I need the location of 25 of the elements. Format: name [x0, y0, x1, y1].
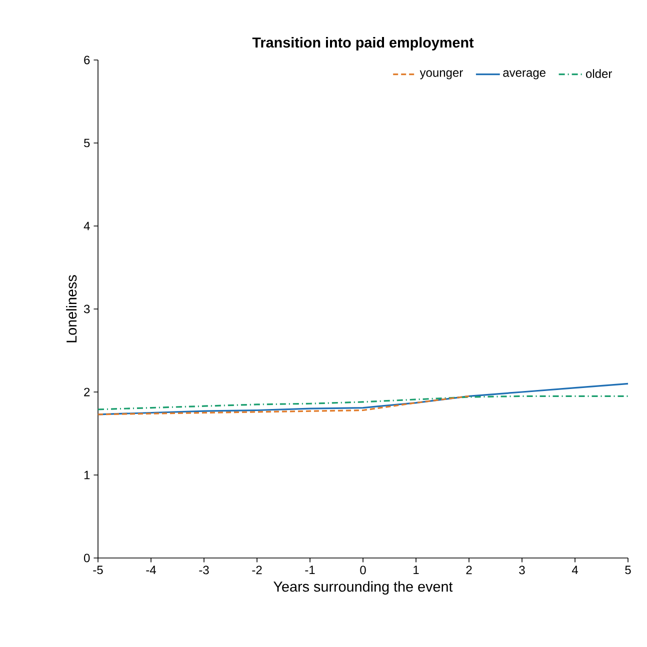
legend-label: younger — [420, 70, 463, 80]
x-tick-label: -5 — [93, 566, 103, 574]
x-tick-label: -4 — [146, 566, 156, 574]
y-tick-label: 0 — [84, 554, 90, 562]
y-tick-label: 4 — [84, 222, 90, 230]
legend-label: average — [503, 70, 546, 80]
line-series — [97, 395, 470, 416]
x-tick-label: -1 — [305, 566, 315, 574]
y-axis-title: Loneliness — [66, 275, 77, 342]
x-tick-label: 5 — [625, 566, 631, 574]
y-tick-label: 1 — [84, 470, 90, 480]
x-tick-label: 0 — [360, 566, 366, 574]
y-tick-label: 2 — [84, 388, 90, 396]
x-axis-title: Years surrounding the event — [274, 581, 453, 595]
y-tick-label: 5 — [84, 138, 90, 148]
chart-title: Transition into paid employment — [252, 37, 474, 50]
x-tick-label: -3 — [199, 566, 209, 574]
legend-label: older — [586, 69, 612, 78]
x-tick-label: 1 — [414, 566, 419, 574]
x-tick-label: 4 — [572, 566, 578, 574]
x-tick-label: 2 — [466, 566, 472, 574]
y-tick-label: 3 — [84, 304, 90, 314]
y-tick-label: 6 — [84, 56, 90, 64]
x-tick-label: 3 — [519, 566, 525, 574]
x-tick-label: -2 — [252, 566, 262, 574]
